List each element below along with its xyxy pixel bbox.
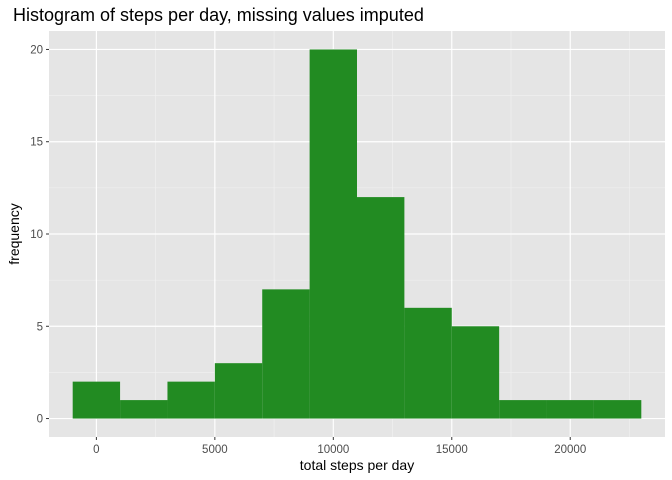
x-tick-label: 10000 xyxy=(317,444,349,456)
x-tick-label: 5000 xyxy=(202,444,228,456)
y-axis-title: frequency xyxy=(6,203,22,264)
y-tick-label: 5 xyxy=(37,321,43,333)
histogram-bar-7 xyxy=(357,197,405,419)
x-tick-label: 20000 xyxy=(554,444,586,456)
histogram-bar-3 xyxy=(167,381,215,419)
x-tick-label: 0 xyxy=(93,444,99,456)
histogram-bar-10 xyxy=(499,400,547,419)
x-axis: 0 5000 10000 15000 20000 xyxy=(93,437,586,456)
y-tick-label: 10 xyxy=(30,229,43,241)
y-tick-label: 20 xyxy=(30,44,43,56)
y-tick-label: 15 xyxy=(30,137,43,149)
histogram-bar-6 xyxy=(309,49,357,419)
histogram-bar-12 xyxy=(593,400,642,419)
histogram-bar-4 xyxy=(214,363,263,419)
histogram-bar-11 xyxy=(546,400,594,419)
histogram-bar-5 xyxy=(262,289,310,419)
histogram-bar-9 xyxy=(451,326,500,419)
y-tick-label: 0 xyxy=(37,414,43,426)
histogram-bar-8 xyxy=(404,307,452,419)
histogram-bar-2 xyxy=(120,400,168,419)
y-axis: 0 5 10 15 20 xyxy=(30,44,49,426)
chart-title: Histogram of steps per day, missing valu… xyxy=(13,5,424,25)
x-axis-title: total steps per day xyxy=(300,457,414,473)
x-tick-label: 15000 xyxy=(436,444,468,456)
histogram-bar-1 xyxy=(72,381,121,419)
histogram-bars xyxy=(72,49,642,419)
